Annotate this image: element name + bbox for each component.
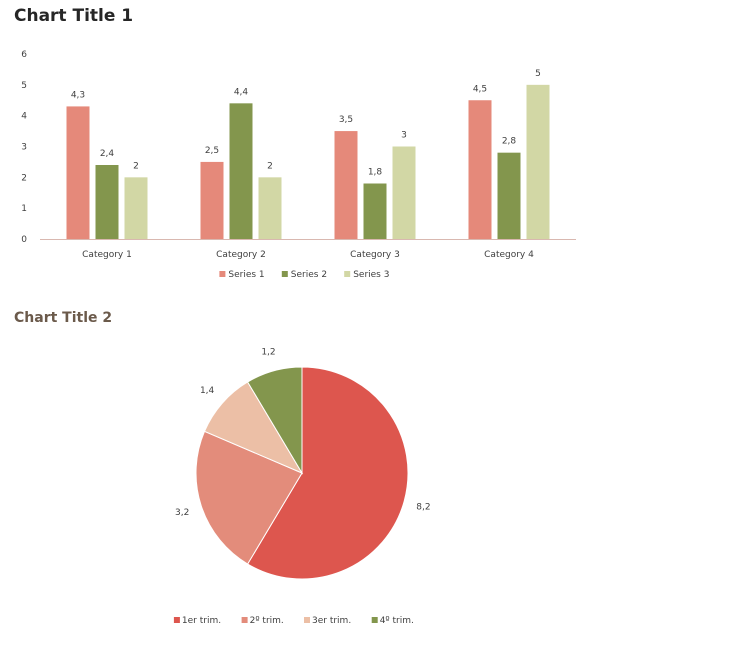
chart1-title: Chart Title 1	[14, 6, 134, 26]
bar-data-label: 4,5	[473, 84, 487, 94]
bar-series-3	[258, 177, 282, 239]
bar-data-label: 1,8	[368, 168, 383, 178]
bar-series-3	[526, 84, 550, 239]
legend-label: 2º trim.	[250, 616, 284, 626]
x-category-label: Category 3	[350, 250, 400, 260]
bar-series-1	[66, 106, 90, 240]
legend-swatch	[219, 271, 226, 277]
pie-data-label: 8,2	[416, 503, 430, 513]
x-category-label: Category 4	[484, 250, 534, 260]
bar-series-3	[392, 146, 416, 239]
x-category-label: Category 2	[216, 250, 266, 260]
bar-series-2	[229, 103, 253, 239]
pie-data-label: 3,2	[175, 508, 189, 518]
y-tick-label: 2	[21, 173, 27, 183]
bar-series-1	[200, 161, 224, 239]
bar-data-label: 2,8	[502, 137, 517, 147]
pie-data-label: 1,2	[261, 348, 275, 358]
pie-slice	[203, 381, 304, 475]
bar-series-2	[95, 165, 119, 239]
legend-label: 4º trim.	[380, 616, 414, 626]
y-tick-label: 1	[21, 204, 27, 214]
bar-data-label: 4,4	[234, 87, 249, 97]
legend-label: Series 2	[291, 270, 327, 280]
legend-swatch	[344, 271, 351, 277]
y-tick-label: 4	[21, 112, 27, 122]
bar-series-2	[497, 152, 521, 239]
legend-swatch	[173, 617, 180, 623]
bar-data-label: 2	[133, 161, 139, 171]
bar-series-2	[363, 183, 387, 239]
bar-series-3	[124, 177, 148, 239]
legend-swatch	[304, 617, 310, 623]
y-tick-label: 6	[21, 50, 27, 60]
legend-label: 3er trim.	[312, 616, 351, 626]
bar-data-label: 3	[401, 131, 407, 141]
legend-label: Series 1	[228, 270, 264, 280]
bar-data-label: 5	[535, 69, 541, 79]
pie-slice	[195, 430, 303, 565]
bar-chart: 0 1 2 3 4 5 6 4,3 2,4 2 Category 1 2,5 4,4 2 Category …	[21, 50, 576, 280]
legend-swatch	[371, 617, 378, 623]
bar-data-label: 3,5	[339, 115, 353, 125]
bar-series-1	[334, 131, 358, 239]
legend-label: 1er trim.	[182, 616, 221, 626]
bar-data-label: 4,3	[71, 90, 85, 100]
pie-slice	[246, 366, 303, 475]
y-tick-label: 0	[21, 235, 27, 245]
chart2-title: Chart Title 2	[14, 310, 113, 326]
legend-swatch	[281, 271, 288, 277]
bar-data-label: 2	[267, 161, 273, 171]
pie-slice	[246, 366, 409, 580]
legend-label: Series 3	[353, 270, 389, 280]
pie-data-label: 1,4	[200, 386, 215, 396]
bar-data-label: 2,5	[205, 146, 219, 156]
x-category-label: Category 1	[82, 250, 132, 260]
legend-swatch	[241, 617, 248, 623]
bar-data-label: 2,4	[100, 149, 115, 159]
bar-series-1	[468, 100, 492, 239]
y-tick-label: 3	[21, 143, 27, 153]
y-tick-label: 5	[21, 81, 27, 91]
